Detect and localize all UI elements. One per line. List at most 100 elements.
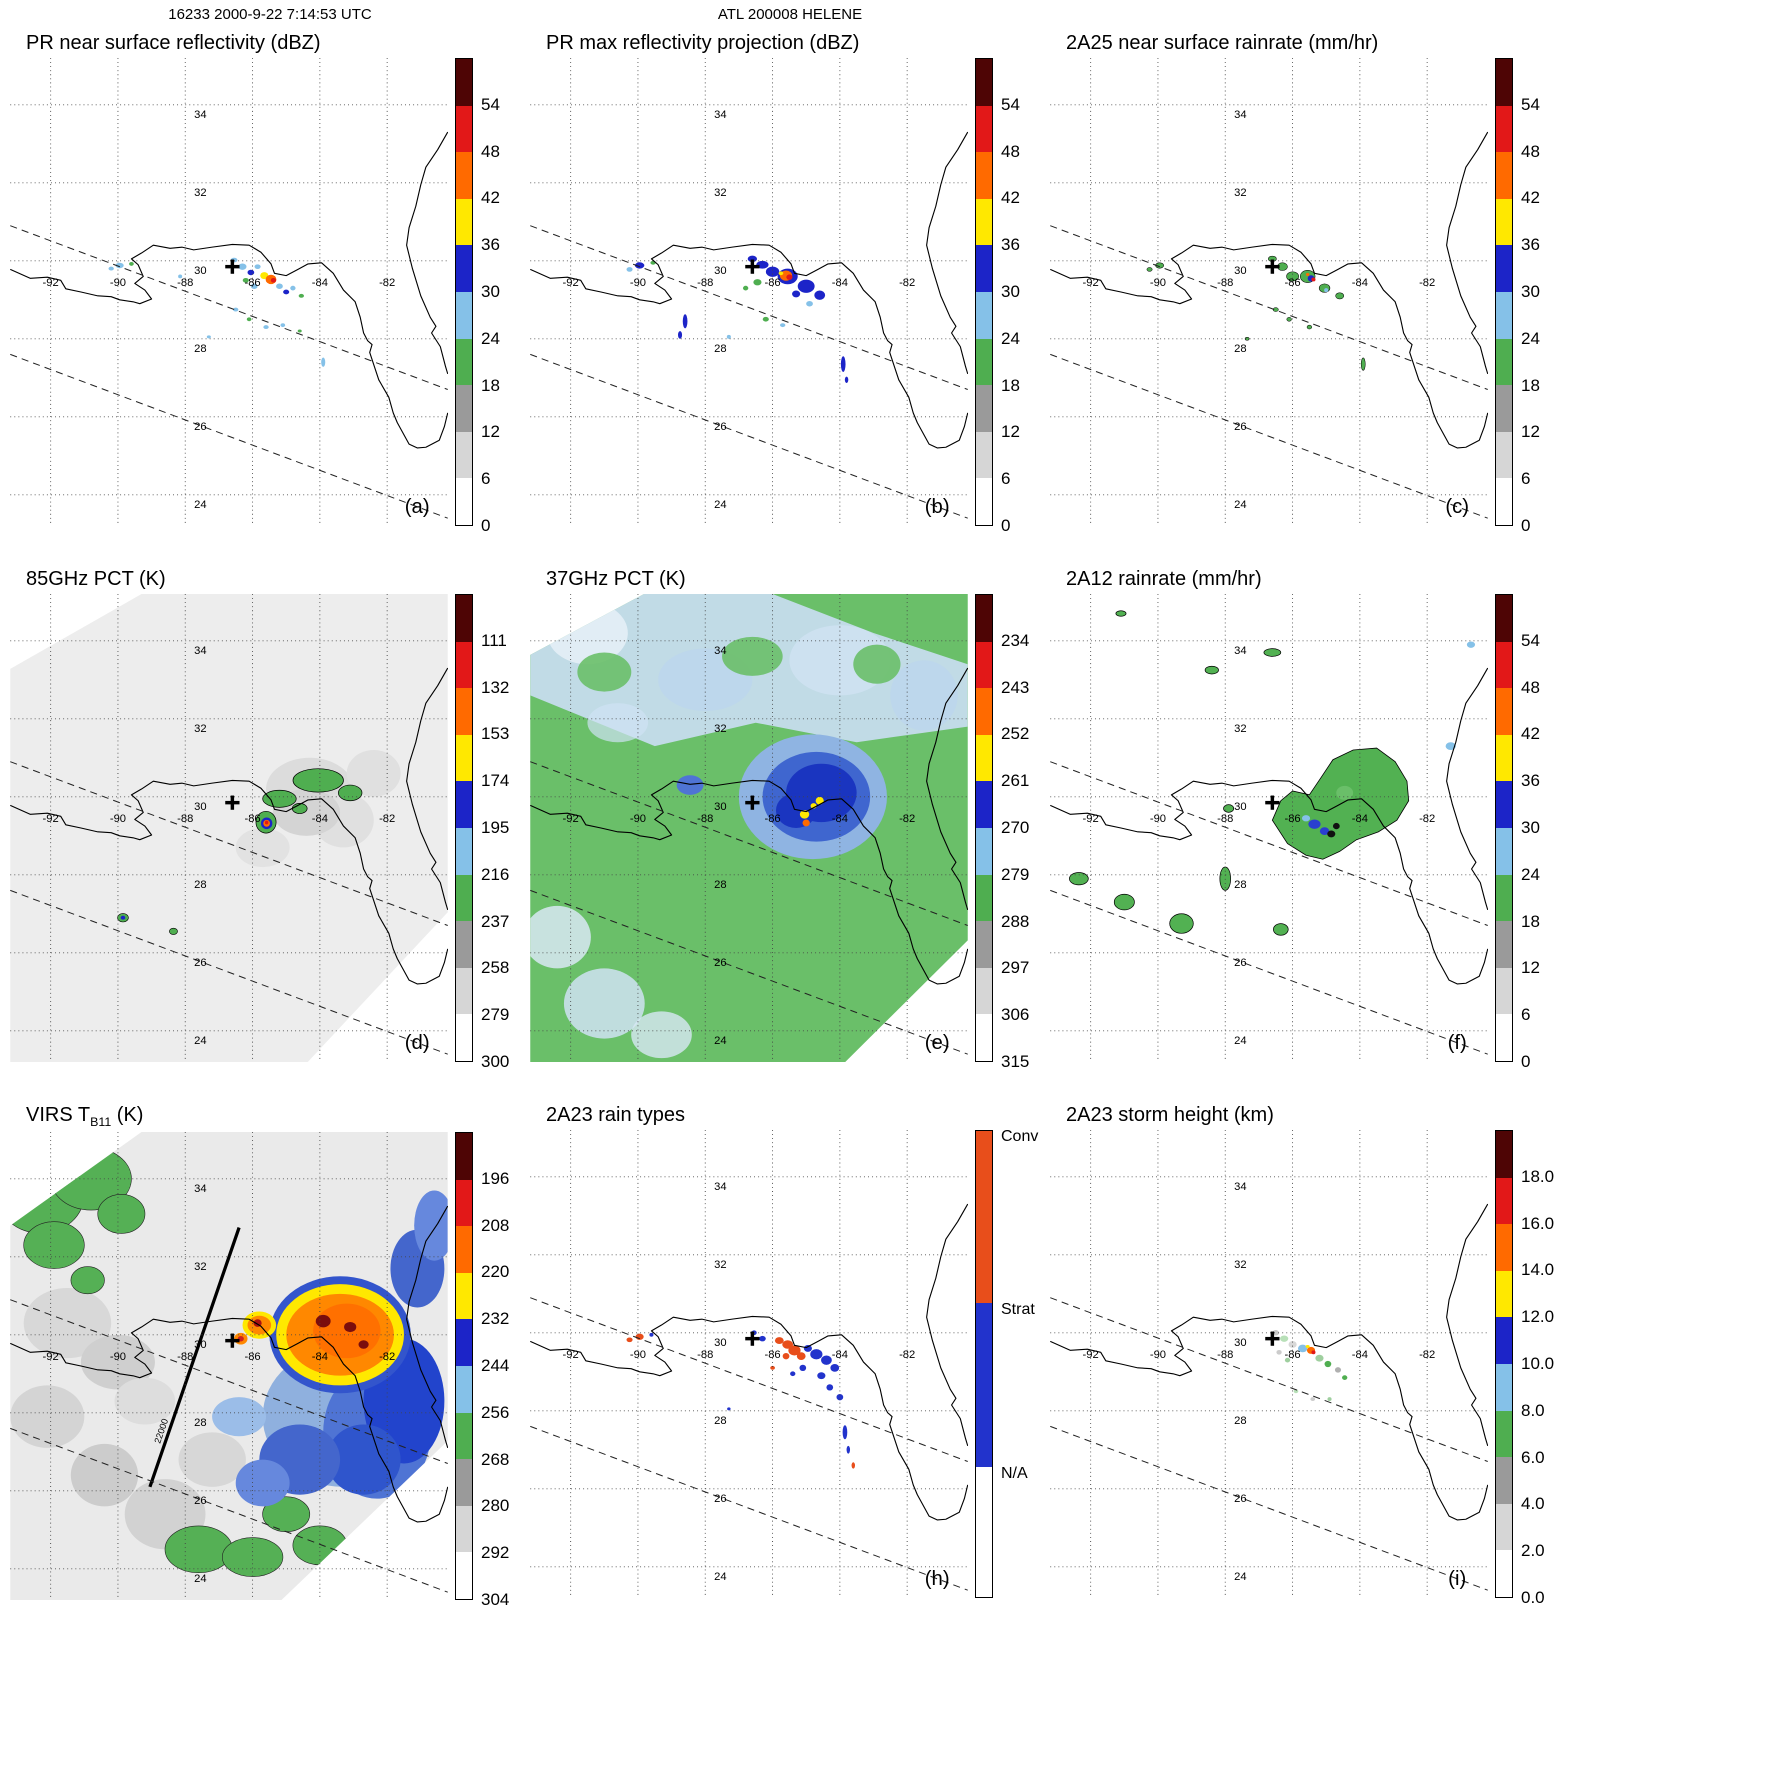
data-blob xyxy=(1335,292,1345,300)
grid-label-lon: -88 xyxy=(1217,813,1233,825)
colorbar-segment xyxy=(456,152,472,199)
data-blob xyxy=(120,915,126,920)
data-blob xyxy=(815,796,824,805)
swath-background xyxy=(10,594,448,1062)
colorbar-tick-label: 48 xyxy=(481,141,500,161)
data-blob xyxy=(235,1459,290,1507)
panel-letter: (c) xyxy=(1445,496,1469,518)
colorbar-segment xyxy=(976,967,992,1015)
colorbar-tick-label: 315 xyxy=(1001,1052,1030,1071)
data-layer xyxy=(108,257,326,367)
grid-label-lon: -88 xyxy=(697,1349,713,1361)
colorbar-tick-label: 36 xyxy=(481,235,500,255)
data-blob xyxy=(358,1340,369,1349)
swath-edge-line xyxy=(1050,889,1488,1055)
colorbar-tick-label: 18 xyxy=(1521,375,1540,395)
colorbar-segment xyxy=(1496,781,1512,828)
grid-label-lon: -88 xyxy=(1217,277,1233,289)
data-blob xyxy=(246,317,252,322)
data-blob xyxy=(792,290,801,298)
grid-label-lon: -90 xyxy=(110,813,126,825)
grid-label-lat: 24 xyxy=(1234,499,1246,511)
grid-label-lon: -92 xyxy=(563,1349,579,1361)
grid-label-lat: 28 xyxy=(714,343,726,355)
data-blob xyxy=(649,1332,654,1337)
swath-edge-line xyxy=(530,1425,968,1591)
colorbar-segment xyxy=(456,1366,472,1413)
colorbar-segment xyxy=(456,688,472,735)
grid-label-lon: -90 xyxy=(110,1351,126,1363)
grid-label-lon: -90 xyxy=(1150,813,1166,825)
data-blob xyxy=(1113,893,1135,911)
coastline xyxy=(1050,779,1488,985)
grid-label-lon: -92 xyxy=(1083,277,1099,289)
colorbar-tick-label: 12 xyxy=(1001,422,1020,442)
grid-label-lat: 28 xyxy=(194,1417,206,1429)
grid-label-lat: 34 xyxy=(194,1183,206,1195)
colorbar-tick-label: 300 xyxy=(481,1052,510,1071)
data-blob xyxy=(782,1340,794,1349)
colorbar-segment xyxy=(976,1303,992,1467)
grid-label-lon: -82 xyxy=(379,277,395,289)
grid-label-lat: 30 xyxy=(714,265,726,277)
data-blob xyxy=(1342,1375,1348,1380)
data-blob xyxy=(292,768,344,793)
map-i: -92 -90 -88 -86 -84 -82 34 32 30 28 26 24 (i) xyxy=(1050,1130,1488,1598)
colorbar-tick-label: 256 xyxy=(481,1402,510,1422)
colorbar-tick-label: 48 xyxy=(1521,677,1540,697)
grid-label-lon: -82 xyxy=(379,1351,395,1363)
coastline xyxy=(530,1315,968,1521)
grid-label-lat: 28 xyxy=(1234,343,1246,355)
colorbar-segment xyxy=(456,1014,472,1061)
data-blob xyxy=(235,828,290,868)
colorbar-h: Conv Strat N/A xyxy=(975,1128,1045,1598)
data-blob xyxy=(759,1335,766,1342)
data-blob xyxy=(846,1445,851,1454)
colorbar-segment xyxy=(976,152,992,199)
colorbar-c: 54 48 42 36 30 24 18 12 6 0 xyxy=(1495,58,1565,535)
data-blob xyxy=(790,1371,796,1377)
data-blob xyxy=(1244,337,1250,341)
colorbar-segment xyxy=(456,292,472,339)
colorbar-bar xyxy=(455,594,473,1062)
data-blob xyxy=(742,285,749,291)
colorbar-segment xyxy=(976,478,992,525)
colorbar-tick-label: 42 xyxy=(481,188,500,208)
map-e: -92 -90 -88 -86 -84 -82 34 32 30 28 26 24 (e) xyxy=(530,594,968,1062)
data-blob xyxy=(1310,1397,1316,1402)
grid-label-lat: 32 xyxy=(194,1261,206,1273)
data-blob xyxy=(242,277,249,283)
colorbar-segment xyxy=(1496,59,1512,106)
colorbar-segment xyxy=(976,245,992,292)
coastline xyxy=(530,243,968,449)
colorbar-tick-label: 12 xyxy=(481,422,500,442)
colorbar-bar xyxy=(1495,594,1513,1062)
panel-letter: (h) xyxy=(925,1568,950,1590)
colorbar-segment xyxy=(1496,1224,1512,1271)
colorbar-segment xyxy=(976,688,992,735)
swath-edge-line xyxy=(10,225,448,390)
colorbar-tick-label: 0 xyxy=(1001,516,1011,535)
panel-grid: PR near surface reflectivity (dBZ) -92 -9… xyxy=(10,32,1771,1609)
grid-label-lon: -84 xyxy=(1352,277,1368,289)
data-blob xyxy=(806,300,813,307)
colorbar-tick-label: 18 xyxy=(1001,375,1020,395)
panel-d: 85GHz PCT (K) -92 -90 -88 -86 -84 -82 34 32 30 28… xyxy=(10,568,530,1071)
grid-label-lon: -84 xyxy=(312,813,328,825)
colorbar-tick-label: 304 xyxy=(481,1590,510,1609)
colorbar-segment xyxy=(456,198,472,246)
colorbar-segment xyxy=(456,1505,472,1553)
data-blob xyxy=(1280,1335,1289,1342)
colorbar-tick-label: 174 xyxy=(481,771,510,791)
colorbar-segment xyxy=(976,781,992,828)
grid-label-lat: 28 xyxy=(714,879,726,891)
colorbar-tick-label: 0 xyxy=(1521,516,1531,535)
colorbar-tick-label: 0 xyxy=(481,516,491,535)
data-blob xyxy=(169,927,178,935)
colorbar-segment xyxy=(456,1412,472,1460)
grid-label-lat: 24 xyxy=(194,499,206,511)
map-f: -92 -90 -88 -86 -84 -82 34 32 30 28 26 24 (f) xyxy=(1050,594,1488,1062)
data-blob xyxy=(1069,872,1089,886)
colorbar-segment xyxy=(456,338,472,386)
